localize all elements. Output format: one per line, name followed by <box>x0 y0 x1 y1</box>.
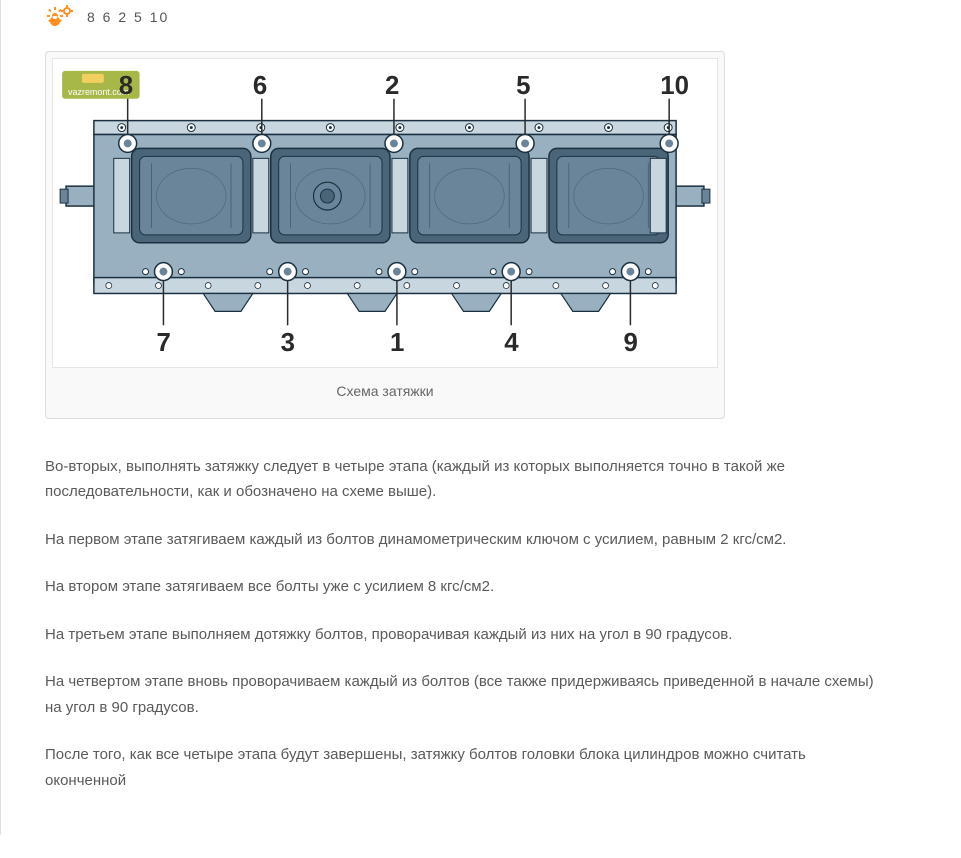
svg-text:10: 10 <box>660 72 689 100</box>
svg-text:8: 8 <box>119 72 133 100</box>
gear-icon <box>45 5 75 31</box>
article-content: Во-вторых, выполнять затяжку следует в ч… <box>10 434 931 794</box>
paragraph: На третьем этапе выполняем дотяжку болто… <box>45 622 891 648</box>
figure-container: vazremont.com86251073149 Схема затяжки <box>45 51 725 419</box>
svg-text:3: 3 <box>281 329 295 357</box>
header-numbers: 8 6 2 5 10 <box>87 6 169 30</box>
svg-text:9: 9 <box>623 329 637 357</box>
paragraph: На первом этапе затягиваем каждый из бол… <box>45 527 891 553</box>
figure-caption: Схема затяжки <box>52 368 718 412</box>
svg-text:6: 6 <box>253 72 267 100</box>
header-row: 8 6 2 5 10 <box>10 0 931 51</box>
paragraph: На четвертом этапе вновь проворачиваем к… <box>45 669 891 720</box>
paragraph: После того, как все четыре этапа будут з… <box>45 742 891 793</box>
paragraph: На втором этапе затягиваем все болты уже… <box>45 574 891 600</box>
svg-text:4: 4 <box>504 329 519 357</box>
tightening-diagram: vazremont.com86251073149 <box>52 58 718 368</box>
svg-text:1: 1 <box>390 329 404 357</box>
svg-text:7: 7 <box>156 329 170 357</box>
svg-text:2: 2 <box>385 72 399 100</box>
paragraph: Во-вторых, выполнять затяжку следует в ч… <box>45 454 891 505</box>
svg-text:5: 5 <box>516 72 530 100</box>
